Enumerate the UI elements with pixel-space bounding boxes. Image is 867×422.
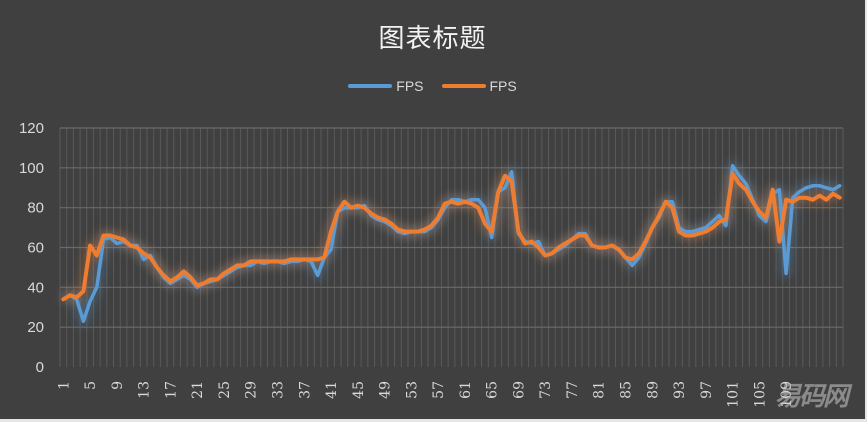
x-tick-label: 81 (592, 381, 608, 399)
x-tick-label: 105 (752, 381, 768, 408)
legend-item-series-1[interactable]: FPS (348, 78, 424, 94)
x-tick-label: 69 (511, 381, 527, 399)
x-tick-label: 61 (458, 381, 474, 399)
y-tick-label: 60 (27, 240, 44, 257)
x-tick-label: 5 (83, 381, 99, 390)
horizontal-gridlines (60, 127, 843, 328)
series-lines[interactable] (60, 161, 843, 326)
x-tick-label: 93 (672, 381, 688, 399)
x-tick-label: 21 (190, 381, 206, 399)
x-axis-labels: 1 5 9 13 17 21 25 29 33 37 41 45 49 53 57 61 65 69 73 77 81 8… (56, 381, 795, 408)
x-tick-label: 29 (244, 381, 260, 399)
x-tick-label: 97 (699, 381, 715, 399)
y-tick-label: 40 (27, 279, 44, 296)
x-tick-label: 65 (485, 381, 501, 399)
series-glow (60, 161, 842, 326)
series-line-orange[interactable] (61, 171, 842, 302)
series-glow (60, 169, 843, 304)
x-tick-label: 77 (565, 381, 581, 399)
x-tick-label: 101 (726, 381, 742, 408)
x-tick-label: 85 (619, 381, 635, 399)
x-tick-label: 73 (538, 381, 554, 399)
x-tick-label: 37 (297, 381, 313, 399)
x-tick-label: 89 (645, 381, 661, 399)
y-axis-labels: 0 20 40 60 80 100 120 (19, 120, 44, 376)
y-tick-label: 120 (19, 120, 44, 137)
y-tick-label: 80 (27, 200, 44, 217)
x-tick-label: 53 (404, 381, 420, 399)
x-tick-label: 17 (163, 381, 179, 399)
chart-title[interactable]: 图表标题 (378, 24, 487, 54)
x-tick-label: 9 (110, 381, 126, 390)
x-tick-label: 109 (779, 381, 795, 408)
legend[interactable]: FPS FPS (0, 78, 865, 94)
x-tick-label: 13 (137, 381, 153, 399)
x-tick-label: 33 (271, 381, 287, 399)
x-tick-label: 45 (351, 381, 367, 399)
legend-swatch-orange (441, 84, 486, 88)
x-tick-label: 41 (324, 381, 340, 399)
legend-label: FPS (396, 78, 424, 94)
watermark-logo: 易码网 (774, 382, 849, 412)
y-tick-label: 0 (36, 359, 44, 376)
x-tick-label: 49 (378, 381, 394, 399)
legend-swatch-blue (348, 84, 393, 88)
x-tick-label: 1 (56, 381, 72, 390)
legend-item-series-2[interactable]: FPS (441, 78, 517, 94)
x-tick-label: 25 (217, 381, 233, 399)
series-line-blue[interactable] (61, 164, 842, 323)
x-tick-label: 57 (431, 381, 447, 399)
y-tick-label: 20 (27, 319, 44, 336)
legend-label: FPS (489, 78, 517, 94)
y-tick-label: 100 (19, 160, 44, 177)
